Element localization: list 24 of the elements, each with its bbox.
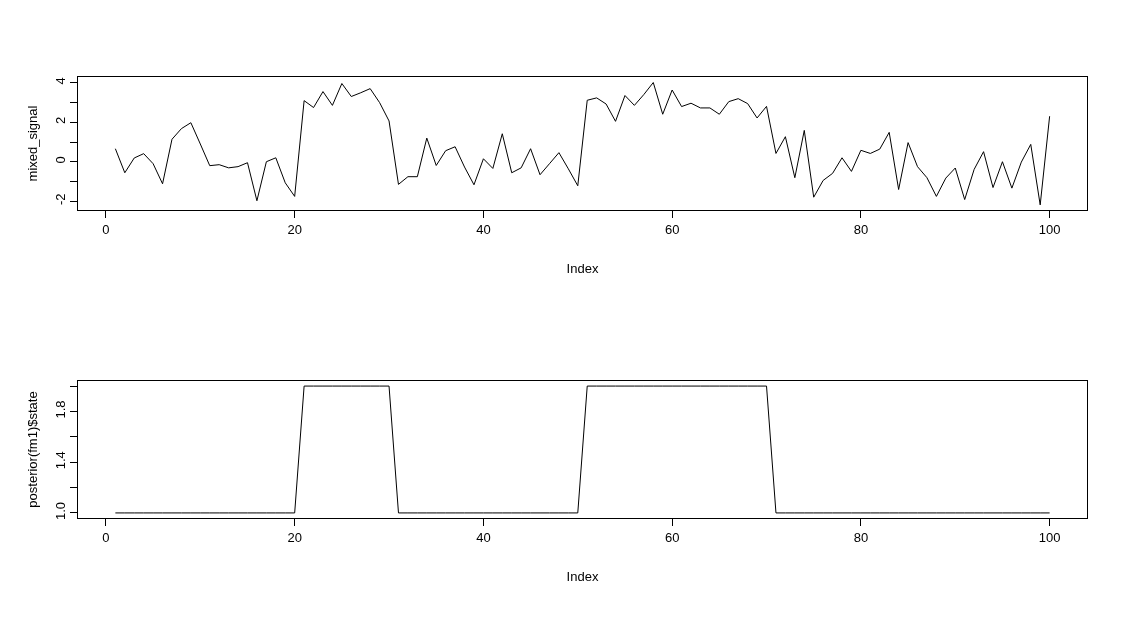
x-tick-label: 40 [476, 221, 491, 237]
x-tick-label: 80 [853, 221, 869, 237]
line-series [114, 82, 1051, 206]
y-tick-label: 1.4 [52, 451, 68, 470]
y-tick-label: 2 [52, 116, 68, 124]
x-tick-label: 60 [664, 221, 680, 237]
x-axis-title: Index [566, 261, 599, 277]
y-tick-label: 1.8 [52, 400, 68, 419]
x-tick-label: 100 [1038, 221, 1061, 237]
y-tick-label: 4 [52, 77, 68, 85]
y-tick-label: -2 [52, 193, 68, 205]
y-tick-label: 0 [52, 156, 68, 164]
x-tick-label: 0 [102, 221, 110, 237]
x-axis-title: Index [566, 569, 599, 585]
y-axis-title: posterior(fm1)$state [24, 391, 40, 508]
x-tick-label: 0 [102, 529, 110, 545]
x-tick-label: 60 [664, 529, 680, 545]
x-tick-label: 40 [476, 529, 491, 545]
y-tick-label: 1.0 [52, 501, 68, 521]
x-tick-label: 100 [1038, 529, 1061, 545]
y-axis-title: mixed_signal [24, 105, 40, 182]
x-tick-label: 20 [287, 221, 302, 237]
x-tick-label: 80 [853, 529, 869, 545]
x-tick-label: 20 [287, 529, 302, 545]
